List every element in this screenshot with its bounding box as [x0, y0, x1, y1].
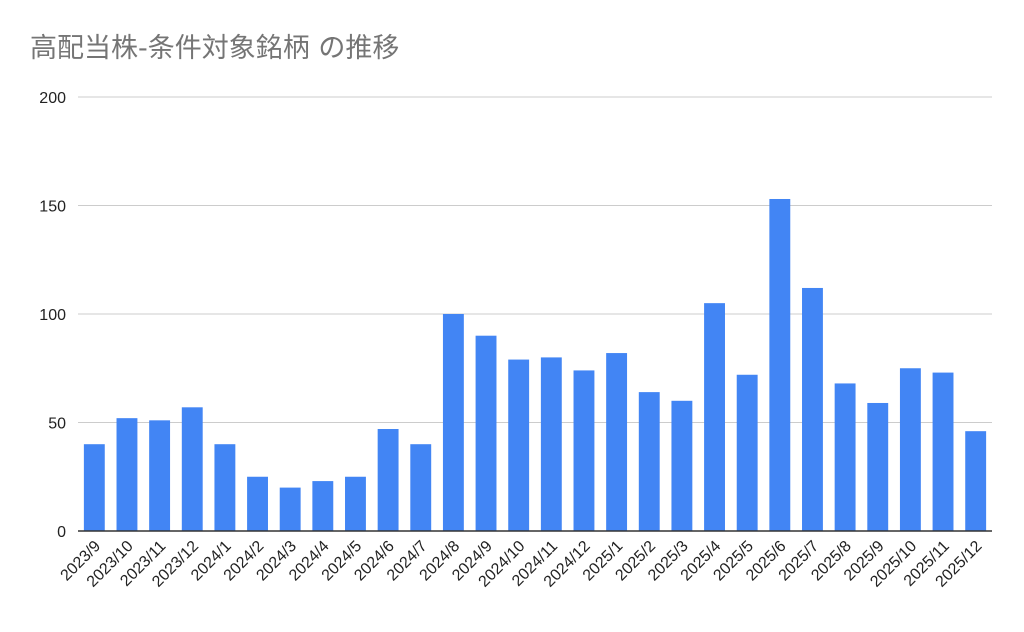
bar — [802, 287, 823, 531]
bar — [247, 476, 268, 531]
bar — [671, 400, 693, 531]
y-tick-label: 0 — [57, 524, 66, 541]
bar — [377, 429, 399, 531]
bar — [834, 383, 856, 531]
bar — [965, 431, 987, 531]
bar — [442, 314, 464, 531]
bars — [83, 198, 987, 532]
x-axis-tick-labels: 2023/92023/102023/112023/122024/12024/22… — [58, 538, 986, 591]
bar — [704, 303, 725, 531]
bar — [932, 372, 954, 531]
bar — [867, 402, 889, 531]
bar — [899, 368, 921, 531]
bar — [345, 476, 366, 531]
bar — [769, 198, 791, 532]
bar — [540, 357, 562, 531]
bar — [116, 418, 138, 531]
bar — [83, 444, 105, 531]
bar — [573, 370, 595, 531]
bar — [475, 335, 497, 531]
y-tick-label: 150 — [39, 199, 66, 216]
bar — [508, 359, 530, 531]
bar — [279, 487, 301, 531]
bar — [638, 392, 660, 531]
y-tick-label: 50 — [48, 416, 66, 433]
y-tick-label: 200 — [39, 90, 66, 107]
chart-title: 高配当株-条件対象銘柄 の推移 — [30, 33, 400, 64]
bar — [736, 374, 758, 531]
bar — [606, 353, 628, 531]
bar — [149, 420, 171, 531]
bar — [181, 407, 203, 531]
bar — [410, 444, 432, 531]
y-tick-label: 100 — [39, 307, 66, 324]
y-axis-tick-labels: 0 50 100 150 200 — [39, 90, 66, 541]
bar — [214, 444, 236, 531]
gridlines — [78, 96, 992, 423]
bar — [312, 481, 334, 531]
